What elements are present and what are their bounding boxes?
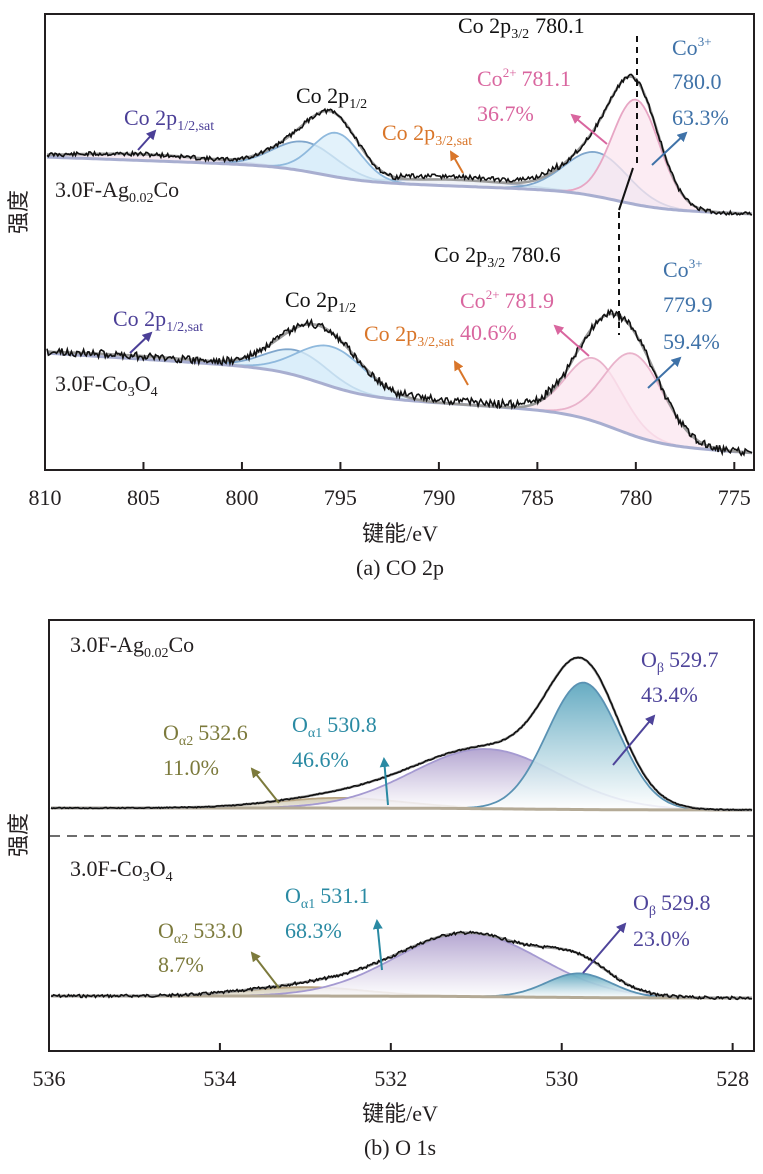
x-ticks-o-1s: 536 534 532 530 528 <box>33 1043 749 1091</box>
component-fill <box>47 353 752 453</box>
oa2-percent-ag-co: 11.0% <box>163 755 219 780</box>
x-tick-label: 536 <box>33 1066 66 1091</box>
sat32-label-co3o4: Co 2p3/2,sat <box>364 321 454 350</box>
component-fill <box>51 973 752 998</box>
x-tick-label: 790 <box>422 485 455 510</box>
ob-percent-co3o4: 23.0% <box>633 926 690 951</box>
arrow-oa2-co3o4 <box>250 951 280 989</box>
sample-label-co3o4: 3.0F-Co3O4 <box>55 371 158 400</box>
p12-label-ag-co: Co 2p1/2 <box>296 83 367 112</box>
arrow-oa1-co3o4 <box>372 919 383 971</box>
sample-label-ag-co: 3.0F-Ag0.02Co <box>55 177 179 206</box>
y-axis-label: 强度 <box>6 190 31 234</box>
arrow-sat32-co3o4 <box>454 360 469 386</box>
x-tick-label: 775 <box>718 485 751 510</box>
background-line <box>46 155 753 216</box>
x-tick-label: 800 <box>225 485 258 510</box>
ob-percent-ag-co: 43.4% <box>641 682 698 707</box>
arrow-sat32-ag-co <box>450 150 464 174</box>
sat12-label-co3o4: Co 2p1/2,sat <box>113 306 203 335</box>
panel-co-2p: 810 805 800 795 790 785 780 775 强度 键能/eV (a) CO… <box>6 13 755 580</box>
co3-label-ag-co: Co3+ <box>672 34 712 60</box>
arrow-co3-ag-co <box>651 131 688 166</box>
arrow-ob-co3o4 <box>582 922 627 974</box>
arrow-sat12-co3o4 <box>129 331 153 354</box>
ob-label-co3o4: Oβ 529.8 <box>633 890 711 919</box>
sample-label-co3o4-o1s: 3.0F-Co3O4 <box>70 856 173 885</box>
p12-label-co3o4: Co 2p1/2 <box>285 287 356 316</box>
ob-label-ag-co: Oβ 529.7 <box>641 647 719 676</box>
co2-percent-ag-co: 36.7% <box>477 101 534 126</box>
x-ticks-co-2p: 810 805 800 795 790 785 780 775 <box>29 462 751 510</box>
sample-curves <box>46 308 753 457</box>
x-tick-label: 532 <box>374 1066 407 1091</box>
sample-label-ag-co-o1s: 3.0F-Ag0.02Co <box>70 632 194 661</box>
arrow-ob-ag-co <box>612 714 656 766</box>
co3-position-co3o4: 779.9 <box>663 292 713 317</box>
oa1-label-ag-co: Oα1 530.8 <box>292 712 377 741</box>
component-fill <box>47 353 752 453</box>
oa1-percent-ag-co: 46.6% <box>292 747 349 772</box>
arrow-co2-ag-co <box>570 113 608 145</box>
x-tick-label: 785 <box>521 485 554 510</box>
arrow-sat12-ag-co <box>137 129 157 151</box>
y-axis-label-o-1s: 强度 <box>6 813 31 857</box>
panel-o-1s: 536 534 532 530 528 强度 键能/eV (b) O 1s 3.0F-A… <box>6 619 755 1160</box>
plot-area-o-1s <box>50 656 753 1001</box>
x-tick-label: 780 <box>619 485 652 510</box>
component-fill <box>51 682 752 810</box>
panel-caption-o-1s: (b) O 1s <box>364 1135 436 1160</box>
x-tick-label: 805 <box>127 485 160 510</box>
oa1-percent-co3o4: 68.3% <box>285 918 342 943</box>
oa1-label-co3o4: Oα1 531.1 <box>285 883 370 912</box>
x-tick-label: 810 <box>29 485 62 510</box>
co2-percent-co3o4: 40.6% <box>460 320 517 345</box>
sample-curves <box>50 656 753 812</box>
sample-curves <box>46 73 753 216</box>
oa2-label-co3o4: Oα2 533.0 <box>158 918 243 947</box>
arrow-co2-co3o4 <box>553 324 590 357</box>
co2-label-co3o4: Co2+ 781.9 <box>460 287 554 313</box>
co3-percent-ag-co: 63.3% <box>672 105 729 130</box>
arrow-co3-co3o4 <box>647 356 682 389</box>
x-axis-label: 键能/eV <box>362 521 438 546</box>
component-fill <box>47 99 752 214</box>
co2-label-ag-co: Co2+ 781.1 <box>477 65 571 91</box>
component-fill <box>47 151 752 214</box>
raw-spectrum <box>46 73 753 216</box>
co3-percent-co3o4: 59.4% <box>663 329 720 354</box>
peak-shift-connector <box>618 167 634 211</box>
arrow-oa1-ag-co <box>379 757 390 806</box>
x-tick-label: 795 <box>324 485 357 510</box>
x-axis-label-o-1s: 键能/eV <box>362 1101 438 1126</box>
plot-area-co-2p <box>46 73 753 457</box>
plot-frame-o-1s <box>48 619 755 1052</box>
raw-spectrum <box>46 308 753 457</box>
panel-caption: (a) CO 2p <box>356 555 444 580</box>
x-tick-label: 528 <box>716 1066 749 1091</box>
sample-curves <box>50 930 753 1001</box>
plot-frame-co-2p <box>44 13 755 471</box>
x-tick-label: 534 <box>203 1066 236 1091</box>
sat32-label-ag-co: Co 2p3/2,sat <box>382 120 472 149</box>
main-peak-label-ag-co: Co 2p3/2 780.1 <box>458 13 585 42</box>
main-peak-label-co3o4: Co 2p3/2 780.6 <box>434 242 561 271</box>
oa2-percent-co3o4: 8.7% <box>158 952 204 977</box>
raw-spectrum <box>50 656 753 812</box>
arrow-oa2-ag-co <box>250 767 280 804</box>
oa2-label-ag-co: Oα2 532.6 <box>163 720 248 749</box>
co3-label-co3o4: Co3+ <box>663 256 703 282</box>
co3-position-ag-co: 780.0 <box>672 69 722 94</box>
raw-spectrum <box>50 930 753 1001</box>
sat12-label-ag-co: Co 2p1/2,sat <box>124 105 214 134</box>
x-tick-label: 530 <box>545 1066 578 1091</box>
